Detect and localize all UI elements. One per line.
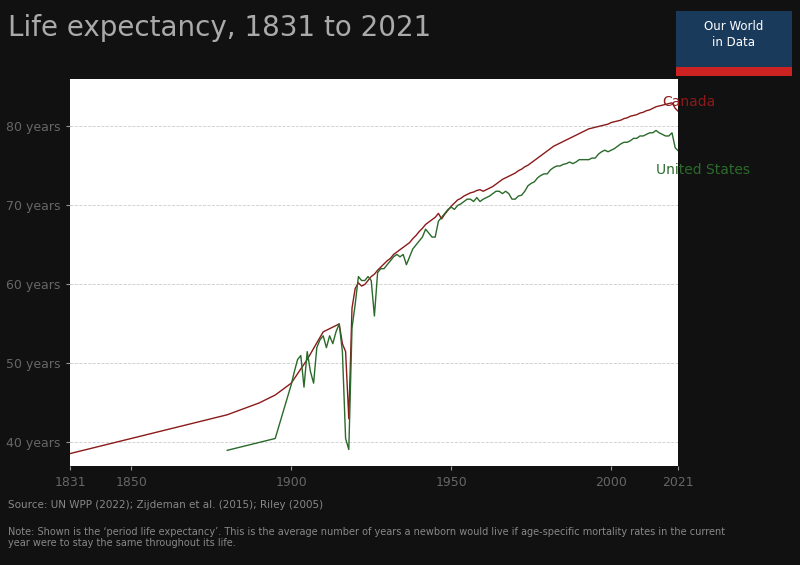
Text: Canada: Canada (662, 95, 716, 109)
Text: Our World
in Data: Our World in Data (704, 20, 764, 49)
Bar (676, 67, 792, 76)
Text: Note: Shown is the ‘period life expectancy’. This is the average number of years: Note: Shown is the ‘period life expectan… (8, 527, 725, 548)
Text: Life expectancy, 1831 to 2021: Life expectancy, 1831 to 2021 (8, 14, 431, 42)
Text: United States: United States (656, 163, 750, 177)
Text: Source: UN WPP (2022); Zijdeman et al. (2015); Riley (2005): Source: UN WPP (2022); Zijdeman et al. (… (8, 500, 323, 510)
